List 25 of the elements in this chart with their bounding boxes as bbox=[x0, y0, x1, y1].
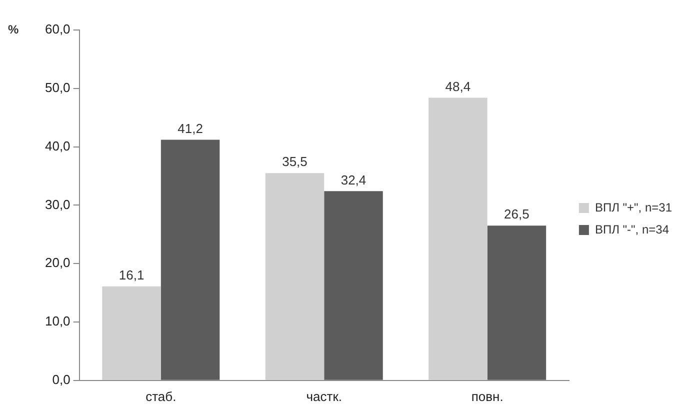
y-tick-label: 30,0 bbox=[44, 196, 70, 212]
data-label: 48,4 bbox=[445, 78, 471, 94]
data-label: 32,4 bbox=[340, 172, 366, 188]
bar bbox=[102, 286, 161, 380]
bar bbox=[324, 191, 383, 380]
bar bbox=[160, 140, 220, 380]
y-tick-label: 10,0 bbox=[44, 314, 70, 329]
legend-label: ВПЛ "-", n=34 bbox=[594, 222, 670, 236]
legend-label: ВПЛ "+", n=31 bbox=[594, 200, 672, 214]
bar bbox=[265, 173, 324, 380]
y-tick-label: 50,0 bbox=[44, 80, 70, 95]
x-tick-label: стаб. bbox=[146, 388, 176, 404]
data-label: 41,2 bbox=[178, 120, 203, 136]
x-tick-label: частк. bbox=[306, 388, 342, 404]
bar bbox=[487, 226, 546, 380]
y-tick-label: 60,0 bbox=[44, 22, 70, 37]
y-tick-label: 0,0 bbox=[52, 372, 70, 387]
data-label: 16,1 bbox=[118, 267, 144, 282]
data-label: 26,5 bbox=[504, 206, 530, 222]
y-tick-label: 40,0 bbox=[44, 138, 70, 154]
data-label: 35,5 bbox=[282, 154, 308, 170]
y-tick-label: 20,0 bbox=[44, 255, 70, 270]
y-axis-title: % bbox=[8, 22, 19, 36]
x-tick-label: повн. bbox=[471, 388, 504, 404]
bar bbox=[428, 98, 488, 380]
